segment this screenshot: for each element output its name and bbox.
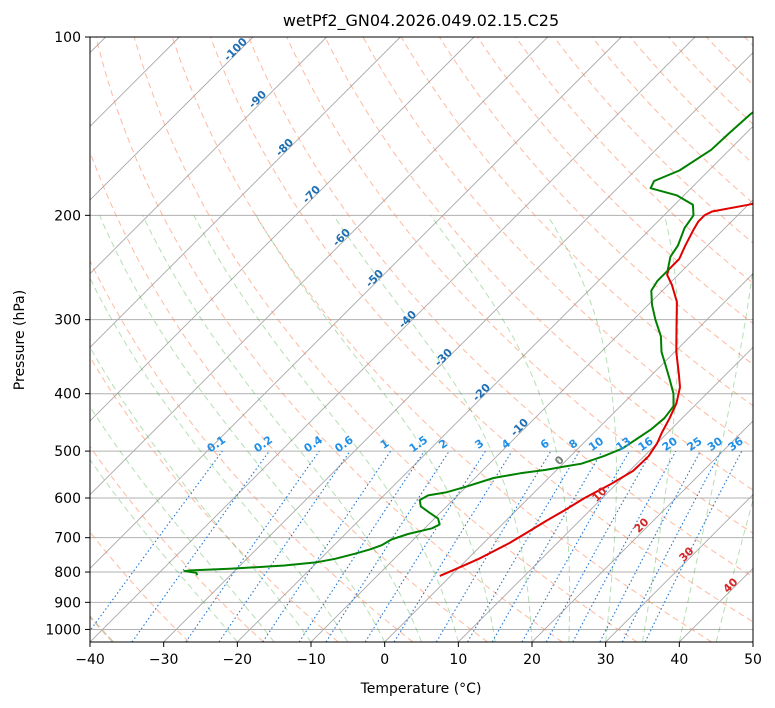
dry-adiabat [20,37,413,642]
y-tick-label: 600 [54,491,81,507]
x-axis-label: Temperature (°C) [360,681,482,697]
isotherm-line [0,37,400,642]
y-tick-label: 200 [54,208,81,224]
isotherm-line [0,37,474,642]
moist-adiabat [194,215,459,642]
mixing-ratio-line [573,451,676,642]
x-tick-label: −20 [223,652,253,668]
mixing-ratio-label: 0.4 [302,433,326,455]
isotherm-line [16,37,621,642]
isotherm-line [0,37,548,642]
isotherm-label: -30 [432,346,455,369]
mixing-ratio-line [219,451,350,642]
dry-adiabat [58,37,488,642]
x-tick-label: 10 [449,652,467,668]
mixing-ratio-label: 1.5 [407,433,430,455]
mixing-ratio-label: 0.6 [332,433,356,455]
profile-lines [185,37,775,576]
y-axis-label: Pressure (hPa) [12,290,28,390]
isotherm-label: -20 [470,381,493,404]
dry-adiabat [707,37,775,642]
y-tick-label: 700 [54,531,81,547]
dry-adiabat [554,37,775,642]
x-tick-label: −30 [149,652,179,668]
x-tick-label: −40 [75,652,105,668]
moist-adiabat [0,215,237,642]
y-tick-label: 400 [54,387,81,403]
isotherm-label: -50 [363,267,386,290]
dry-adiabat [0,37,189,642]
mixing-ratio-label: 0.1 [205,433,228,455]
isotherm-label: -100 [221,35,250,64]
x-tick-label: 50 [744,652,762,668]
isotherm-line [753,37,775,642]
mixing-ratio-line [468,451,580,642]
isotherm-label: -90 [246,88,269,111]
isotherm-label: -10 [508,416,531,439]
isotherm-label: 40 [721,575,741,595]
isotherm-label: 30 [677,544,697,564]
mixing-ratio-label: 3 [473,437,487,452]
isotherm-line [0,37,253,642]
y-tick-label: 900 [54,595,81,611]
x-tick-label: 20 [523,652,541,668]
isotherm-label: 20 [632,515,652,535]
line-labels: 0.1 0.2 0.4 0.6 1 1.5 2 3 4 6 8 10 13 16 20 25 30 36-100-… [205,35,746,596]
x-tick-label: 30 [597,652,615,668]
isotherm-label: -70 [300,183,323,206]
y-tick-label: 500 [54,444,81,460]
mixing-ratio-label: 4 [499,437,513,452]
plot-frame [90,37,753,642]
isotherm-line [90,37,695,642]
mixing-ratio-line [436,451,551,642]
mixing-ratio-line [522,451,629,642]
y-tick-label: 800 [54,565,81,581]
y-tick-label: 1000 [45,622,81,638]
mixing-ratio-label: 8 [567,437,581,452]
background-lines [0,37,775,642]
isotherm-line [237,37,775,642]
dry-adiabat [0,37,264,642]
mixing-ratio-label: 1 [378,437,392,452]
y-tick-label: 300 [54,313,81,329]
dry-adiabat [134,37,637,642]
mixing-ratio-line [263,451,391,642]
isotherm-line [385,37,775,642]
mixing-ratio-line [365,451,485,642]
isotherm-line [311,37,775,642]
isotherm-line [0,37,327,642]
chart-title: wetPf2_GN04.2026.049.02.15.C25 [283,11,559,31]
x-tick-label: 40 [670,652,688,668]
mixing-ratio-line [299,451,424,642]
mixing-ratio-line [82,451,223,642]
y-tick-label: 100 [54,30,81,46]
mixing-ratio-line [326,451,449,642]
x-tick-label: 0 [380,652,389,668]
isotherm-label: -60 [330,226,353,249]
dry-adiabat [0,37,338,642]
x-tick-label: −10 [296,652,326,668]
moist-adiabat [679,215,758,642]
isotherm-label: -80 [273,136,296,159]
dewpoint-line [185,37,775,575]
isotherm-line [458,37,775,642]
mixing-ratio-label: 6 [538,437,552,452]
mixing-ratio-label: 0.2 [252,433,275,455]
dry-adiabat [745,37,775,642]
